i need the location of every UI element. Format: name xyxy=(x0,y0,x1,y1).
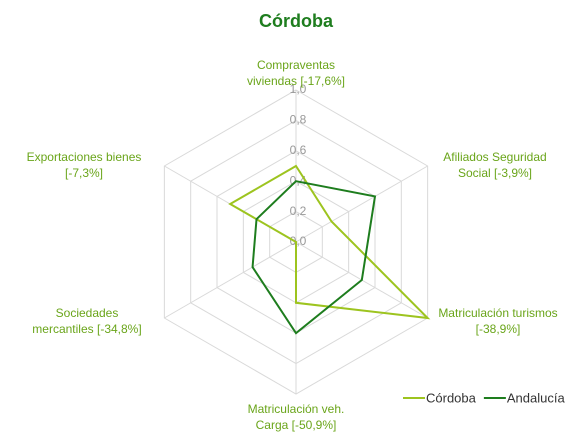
spoke xyxy=(295,165,428,243)
axis-label-line: Afiliados Seguridad xyxy=(443,150,546,164)
axis-label-line: [-38,9%] xyxy=(476,322,521,336)
chart-title: Córdoba xyxy=(259,11,334,31)
axis-label: Afiliados Seguridad Social [-3,9%] xyxy=(443,150,546,180)
axis-label: Exportaciones bienes [-7,3%] xyxy=(27,150,142,180)
axis-label-line: [-7,3%] xyxy=(65,166,103,180)
legend-label: Andalucía xyxy=(507,390,566,405)
y-tick-label: 1,0 xyxy=(290,82,307,96)
axis-label-line: Matriculación turismos xyxy=(438,306,557,320)
axis-label-line: Exportaciones bienes xyxy=(27,150,142,164)
series-line xyxy=(228,164,431,320)
axis-label-line: Carga [-50,9%] xyxy=(256,418,337,432)
axis-label-line: Sociedades xyxy=(56,306,119,320)
y-tick-label: 0,2 xyxy=(290,204,307,218)
axis-label: Matriculación turismos [-38,9%] xyxy=(438,306,557,336)
legend-label: Córdoba xyxy=(426,390,477,405)
axis-label: Compraventas viviendas [-17,6%] xyxy=(247,58,345,88)
spoke xyxy=(164,241,297,319)
axis-label-line: Social [-3,9%] xyxy=(458,166,532,180)
y-tick-label: 0,8 xyxy=(290,113,307,127)
axis-label-line: Matriculación veh. xyxy=(248,402,345,416)
y-tick-label: 0,6 xyxy=(290,143,307,157)
axis-label-line: viviendas [-17,6%] xyxy=(247,74,345,88)
axis-label: Matriculación veh. Carga [-50,9%] xyxy=(248,402,345,432)
axis-label: Sociedades mercantiles [-34,8%] xyxy=(32,306,141,336)
axis-label-line: Compraventas xyxy=(257,58,335,72)
series-line xyxy=(251,180,377,335)
axis-label-line: mercantiles [-34,8%] xyxy=(32,322,141,336)
y-tick-label: 0,0 xyxy=(290,234,307,248)
